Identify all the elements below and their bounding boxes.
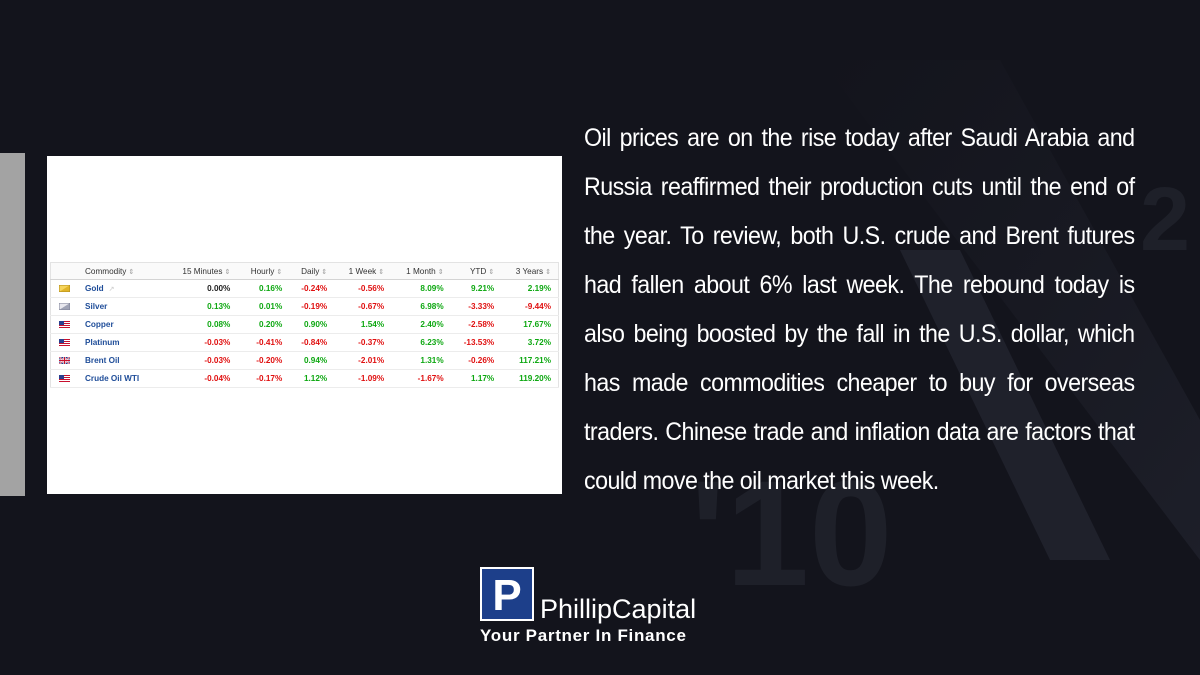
header-ytd[interactable]: YTD ⇕: [450, 262, 502, 280]
pin-icon: ↗: [108, 286, 115, 293]
value-cell: 2.40%: [391, 315, 451, 334]
value-cell: 0.13%: [164, 297, 238, 316]
table-row: Gold ↗ 0.00% 0.16% -0.24% -0.56% 8.09% 9.…: [50, 279, 559, 298]
value-cell: -0.17%: [237, 369, 290, 388]
value-cell: 8.09%: [391, 279, 451, 298]
value-cell: -0.03%: [164, 351, 238, 370]
sort-updown-icon: ⇕: [545, 268, 551, 276]
value-cell: -0.37%: [334, 333, 392, 352]
header-daily[interactable]: Daily ⇕: [289, 262, 335, 280]
header-commodity[interactable]: Commodity ⇕: [81, 262, 165, 280]
header-hourly[interactable]: Hourly ⇕: [237, 262, 290, 280]
value-cell: -0.19%: [289, 297, 335, 316]
value-cell: -2.01%: [334, 351, 392, 370]
value-cell: 6.23%: [391, 333, 451, 352]
table-row: Copper 0.08% 0.20% 0.90% 1.54% 2.40% -2.…: [50, 315, 559, 334]
brand-name: PhillipCapital: [540, 594, 697, 624]
value-cell: 0.08%: [164, 315, 238, 334]
logo-mark-letter: P: [492, 571, 521, 620]
table-row: Platinum -0.03% -0.41% -0.84% -0.37% 6.2…: [50, 333, 559, 352]
value-cell: -9.44%: [501, 297, 559, 316]
commodity-name-link[interactable]: Copper: [81, 315, 165, 334]
us-flag-icon: [59, 339, 70, 347]
uk-flag-icon: [59, 357, 70, 365]
brand-tagline: Your Partner In Finance: [480, 626, 687, 645]
sort-updown-icon: ⇕: [224, 268, 231, 276]
header-1-month[interactable]: 1 Month ⇕: [391, 262, 451, 280]
value-cell: 9.21%: [450, 279, 502, 298]
value-cell: 0.01%: [237, 297, 290, 316]
value-cell: 2.19%: [501, 279, 559, 298]
commodity-name-link[interactable]: Gold ↗: [81, 279, 165, 298]
gold-flag-icon: [59, 285, 70, 293]
commodity-name-link[interactable]: Crude Oil WTI: [81, 369, 165, 388]
value-cell: 1.54%: [334, 315, 392, 334]
silver-flag-icon: [59, 303, 70, 311]
commodity-table: Commodity ⇕ 15 Minutes ⇕ Hourly ⇕ Daily ⇕ 1 …: [50, 262, 559, 388]
value-cell: 3.72%: [501, 333, 559, 352]
value-cell: 1.17%: [450, 369, 502, 388]
table-row: Brent Oil -0.03% -0.20% 0.94% -2.01% 1.3…: [50, 351, 559, 370]
value-cell: -1.67%: [391, 369, 451, 388]
value-cell: -0.41%: [237, 333, 290, 352]
phillipcapital-logo: P PhillipCapital Your Partner In Finance: [480, 567, 725, 652]
header-15-minutes[interactable]: 15 Minutes ⇕: [164, 262, 238, 280]
value-cell: -13.53%: [450, 333, 502, 352]
value-cell: 119.20%: [501, 369, 559, 388]
commodity-table-card: Commodity ⇕ 15 Minutes ⇕ Hourly ⇕ Daily ⇕ 1 …: [47, 156, 562, 494]
value-cell: 0.00%: [164, 279, 238, 298]
value-cell: -1.09%: [334, 369, 392, 388]
commodity-name-link[interactable]: Platinum: [81, 333, 165, 352]
sort-updown-icon: ⇕: [488, 268, 495, 276]
commodity-name-link[interactable]: Brent Oil: [81, 351, 165, 370]
sort-updown-icon: ⇕: [437, 268, 444, 276]
value-cell: 0.90%: [289, 315, 335, 334]
value-cell: 117.21%: [501, 351, 559, 370]
sort-updown-icon: ⇕: [321, 268, 328, 276]
value-cell: 1.31%: [391, 351, 451, 370]
header-1-week[interactable]: 1 Week ⇕: [334, 262, 392, 280]
commodity-name-link[interactable]: Silver: [81, 297, 165, 316]
table-row: Silver 0.13% 0.01% -0.19% -0.67% 6.98% -…: [50, 297, 559, 316]
value-cell: 0.16%: [237, 279, 290, 298]
value-cell: -3.33%: [450, 297, 502, 316]
header-3-years[interactable]: 3 Years ⇕: [501, 262, 559, 280]
table-row: Crude Oil WTI -0.04% -0.17% 1.12% -1.09%…: [50, 369, 559, 388]
value-cell: -0.03%: [164, 333, 238, 352]
value-cell: -0.24%: [289, 279, 335, 298]
value-cell: 17.67%: [501, 315, 559, 334]
value-cell: 6.98%: [391, 297, 451, 316]
us-flag-icon: [59, 321, 70, 329]
sort-updown-icon: ⇕: [128, 268, 135, 276]
value-cell: -0.67%: [334, 297, 392, 316]
value-cell: 0.94%: [289, 351, 335, 370]
value-cell: 1.12%: [289, 369, 335, 388]
us-flag-icon: [59, 375, 70, 383]
value-cell: -0.26%: [450, 351, 502, 370]
table-header-row: Commodity ⇕ 15 Minutes ⇕ Hourly ⇕ Daily ⇕ 1 …: [50, 262, 559, 280]
value-cell: -0.04%: [164, 369, 238, 388]
article-text: Oil prices are on the rise today after S…: [584, 124, 1135, 495]
svg-text:2: 2: [1140, 170, 1190, 270]
left-accent-bar: [0, 153, 25, 496]
sort-updown-icon: ⇕: [276, 268, 283, 276]
value-cell: -0.84%: [289, 333, 335, 352]
phillipcapital-p-logo-icon: P: [480, 567, 534, 621]
value-cell: 0.20%: [237, 315, 290, 334]
value-cell: -0.56%: [334, 279, 392, 298]
sort-updown-icon: ⇕: [378, 268, 385, 276]
header-flag: [50, 262, 81, 280]
value-cell: -2.58%: [450, 315, 502, 334]
value-cell: -0.20%: [237, 351, 290, 370]
